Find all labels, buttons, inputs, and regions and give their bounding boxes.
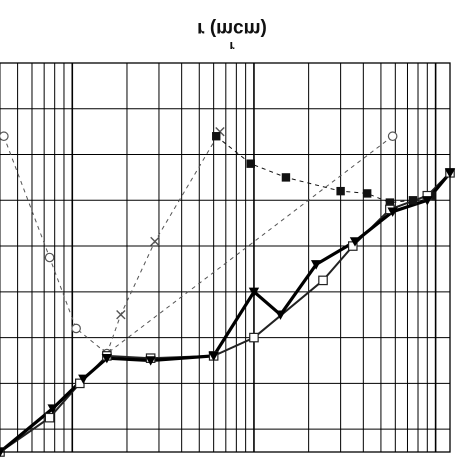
series-line-3 [215, 135, 451, 204]
marker-layer [0, 126, 456, 458]
data-point-filled-triangle-down [275, 310, 286, 320]
data-point-open-square [44, 412, 55, 423]
data-point-filled-square [246, 159, 255, 168]
data-point-open-circle [387, 131, 398, 142]
data-point-filled-square [212, 132, 221, 141]
x-axis-marker-r: r [229, 39, 234, 54]
series-line-5 [0, 171, 452, 454]
data-point-open-circle [44, 252, 55, 263]
data-point-filled-triangle-down [349, 237, 361, 247]
data-point-filled-triangle-down [310, 260, 322, 270]
series-line-4 [0, 172, 451, 453]
data-point-filled-square [408, 196, 418, 205]
data-point-open-circle [71, 323, 81, 334]
label-layer: r (mcm) r [197, 18, 267, 54]
data-point-cross [150, 236, 160, 247]
data-point-cross [116, 310, 126, 320]
data-point-filled-triangle-down [145, 356, 156, 366]
data-point-open-square [249, 332, 259, 343]
series-line-2 [106, 131, 221, 354]
data-point-open-square [318, 275, 328, 286]
data-point-filled-square [336, 186, 345, 196]
data-point-filled-triangle-down [47, 404, 58, 414]
data-point-filled-triangle-down [78, 374, 89, 384]
data-point-open-circle [0, 131, 9, 142]
data-point-filled-triangle-down [387, 207, 398, 217]
data-point-filled-triangle-down [208, 351, 219, 362]
plot-frame [0, 62, 451, 453]
data-point-filled-square [362, 189, 372, 198]
data-point-filled-triangle-down [101, 353, 113, 364]
data-point-filled-triangle-down [248, 287, 260, 298]
series-line-1 [3, 135, 393, 355]
x-axis-label-mirrored: r (mcm) [197, 18, 267, 39]
data-point-filled-square [385, 198, 395, 207]
data-point-filled-square [281, 173, 291, 182]
data-point-open-square [75, 378, 85, 389]
grid [0, 63, 450, 452]
data-point-filled-triangle-down [422, 196, 433, 206]
